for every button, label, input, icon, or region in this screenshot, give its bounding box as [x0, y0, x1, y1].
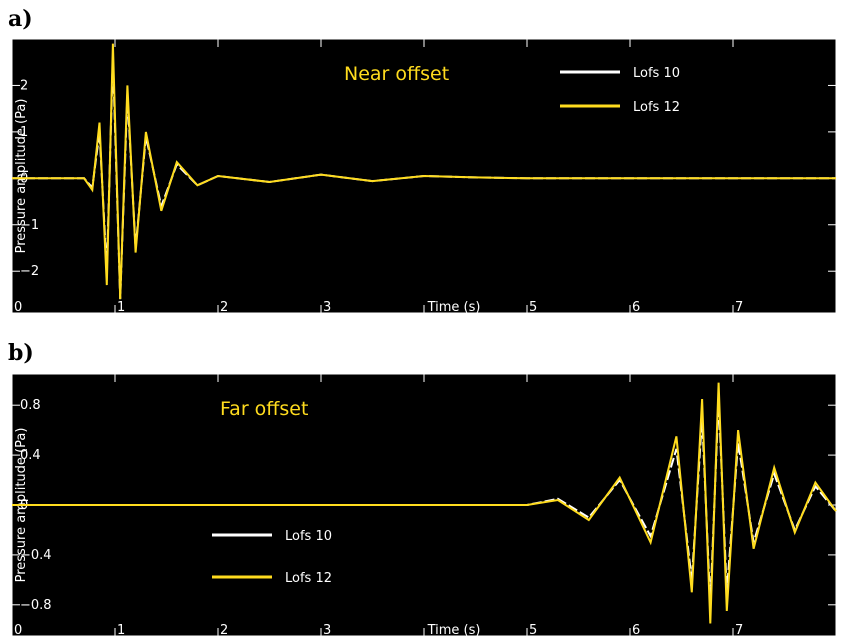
panel-title-1: Far offset [220, 398, 308, 420]
series-line-1-1 [12, 382, 837, 624]
y-axis-title-0: Pressure amplitude (Pa) [14, 99, 29, 254]
x-tick-label-1-0: 0 [14, 623, 22, 638]
x-tick-label-0-7: 7 [735, 300, 743, 315]
x-tick-label-0-3: 3 [323, 300, 331, 315]
y-tick-label-1-4: 0.8 [20, 398, 41, 413]
x-tick-label-0-5: 5 [529, 300, 537, 315]
x-tick-label-0-0: 0 [14, 300, 22, 315]
y-tick-label-0-3: 1 [20, 125, 28, 140]
x-tick-label-0-6: 6 [632, 300, 640, 315]
y-tick-label-1-3: 0.4 [20, 448, 41, 463]
x-tick-label-1-3: 3 [323, 623, 331, 638]
y-tick-label-0-0: −2 [20, 264, 39, 279]
legend-label-1-1: Lofs 12 [285, 571, 332, 586]
x-axis-title-0: Time (s) [427, 300, 481, 315]
x-tick-label-1-6: 6 [632, 623, 640, 638]
legend-label-0-1: Lofs 12 [633, 100, 680, 115]
panel-label-a: a) [8, 6, 33, 32]
y-tick-label-0-4: 2 [20, 78, 28, 93]
panel-label-b: b) [8, 340, 34, 366]
x-tick-label-1-2: 2 [220, 623, 228, 638]
series-line-0-1 [12, 43, 836, 300]
x-tick-label-0-2: 2 [220, 300, 228, 315]
x-tick-label-0-1: 1 [117, 300, 125, 315]
y-tick-label-1-0: −0.8 [20, 598, 52, 613]
x-tick-label-1-7: 7 [735, 623, 743, 638]
x-tick-label-1-5: 5 [529, 623, 537, 638]
y-tick-label-0-1: −1 [20, 218, 39, 233]
x-axis-title-1: Time (s) [427, 623, 481, 638]
panel-title-0: Near offset [344, 63, 449, 85]
x-tick-label-1-1: 1 [117, 623, 125, 638]
y-tick-label-1-1: −0.4 [20, 548, 52, 563]
legend-label-1-0: Lofs 10 [285, 529, 332, 544]
legend-label-0-0: Lofs 10 [633, 66, 680, 81]
